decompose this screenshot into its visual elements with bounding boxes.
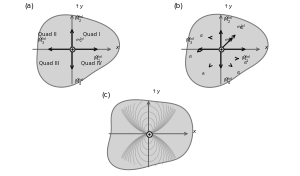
Text: $\hat{M}_2^{(n)}$: $\hat{M}_2^{(n)}$	[223, 15, 234, 26]
Text: $f_1$: $f_1$	[238, 24, 244, 32]
Polygon shape	[37, 15, 119, 87]
Text: $\hat{M}_1^{(n)}$: $\hat{M}_1^{(n)}$	[94, 54, 104, 65]
Text: Quad II: Quad II	[38, 31, 57, 36]
Text: (a): (a)	[24, 2, 34, 9]
Text: (b): (b)	[173, 2, 183, 9]
Text: $\uparrow y$: $\uparrow y$	[74, 2, 85, 11]
Text: Quad III: Quad III	[39, 60, 59, 65]
Text: $f_4$: $f_4$	[243, 59, 248, 67]
Text: $\hat{M}_4^{(n)}$: $\hat{M}_4^{(n)}$	[74, 77, 85, 88]
Polygon shape	[186, 14, 268, 87]
Text: $\hat{M}_3^{(n)}$: $\hat{M}_3^{(n)}$	[185, 36, 196, 47]
Text: $\uparrow y$: $\uparrow y$	[150, 87, 161, 96]
Text: $\hat{M}_1^{(n)}$: $\hat{M}_1^{(n)}$	[242, 54, 252, 65]
Polygon shape	[107, 100, 193, 170]
Text: $f_2$: $f_2$	[199, 32, 204, 40]
Text: $f_4$: $f_4$	[236, 70, 241, 77]
Text: $x$: $x$	[264, 44, 269, 51]
Text: $\hat{M}_4^{(n)}$: $\hat{M}_4^{(n)}$	[223, 76, 234, 87]
Text: $f_3$: $f_3$	[188, 53, 193, 61]
Text: Quad IV: Quad IV	[81, 60, 102, 65]
Text: $x$: $x$	[115, 44, 120, 51]
Text: $x$: $x$	[192, 128, 197, 135]
Text: Quad I: Quad I	[83, 31, 100, 36]
Text: $\hat{m}_2^{(n)}$: $\hat{m}_2^{(n)}$	[75, 36, 85, 46]
Text: $\uparrow y$: $\uparrow y$	[222, 2, 234, 11]
Text: (c): (c)	[102, 92, 111, 98]
Text: $\hat{M}_2^{(n)}$: $\hat{M}_2^{(n)}$	[74, 13, 85, 24]
Text: $f_5$: $f_5$	[201, 71, 206, 78]
Text: $\hat{m}_2^{(n)}$: $\hat{m}_2^{(n)}$	[224, 36, 234, 46]
Text: $\hat{M}_3^{(n)}$: $\hat{M}_3^{(n)}$	[37, 36, 47, 47]
Text: $\hat{m}_5^{(n)}$: $\hat{m}_5^{(n)}$	[236, 23, 246, 33]
